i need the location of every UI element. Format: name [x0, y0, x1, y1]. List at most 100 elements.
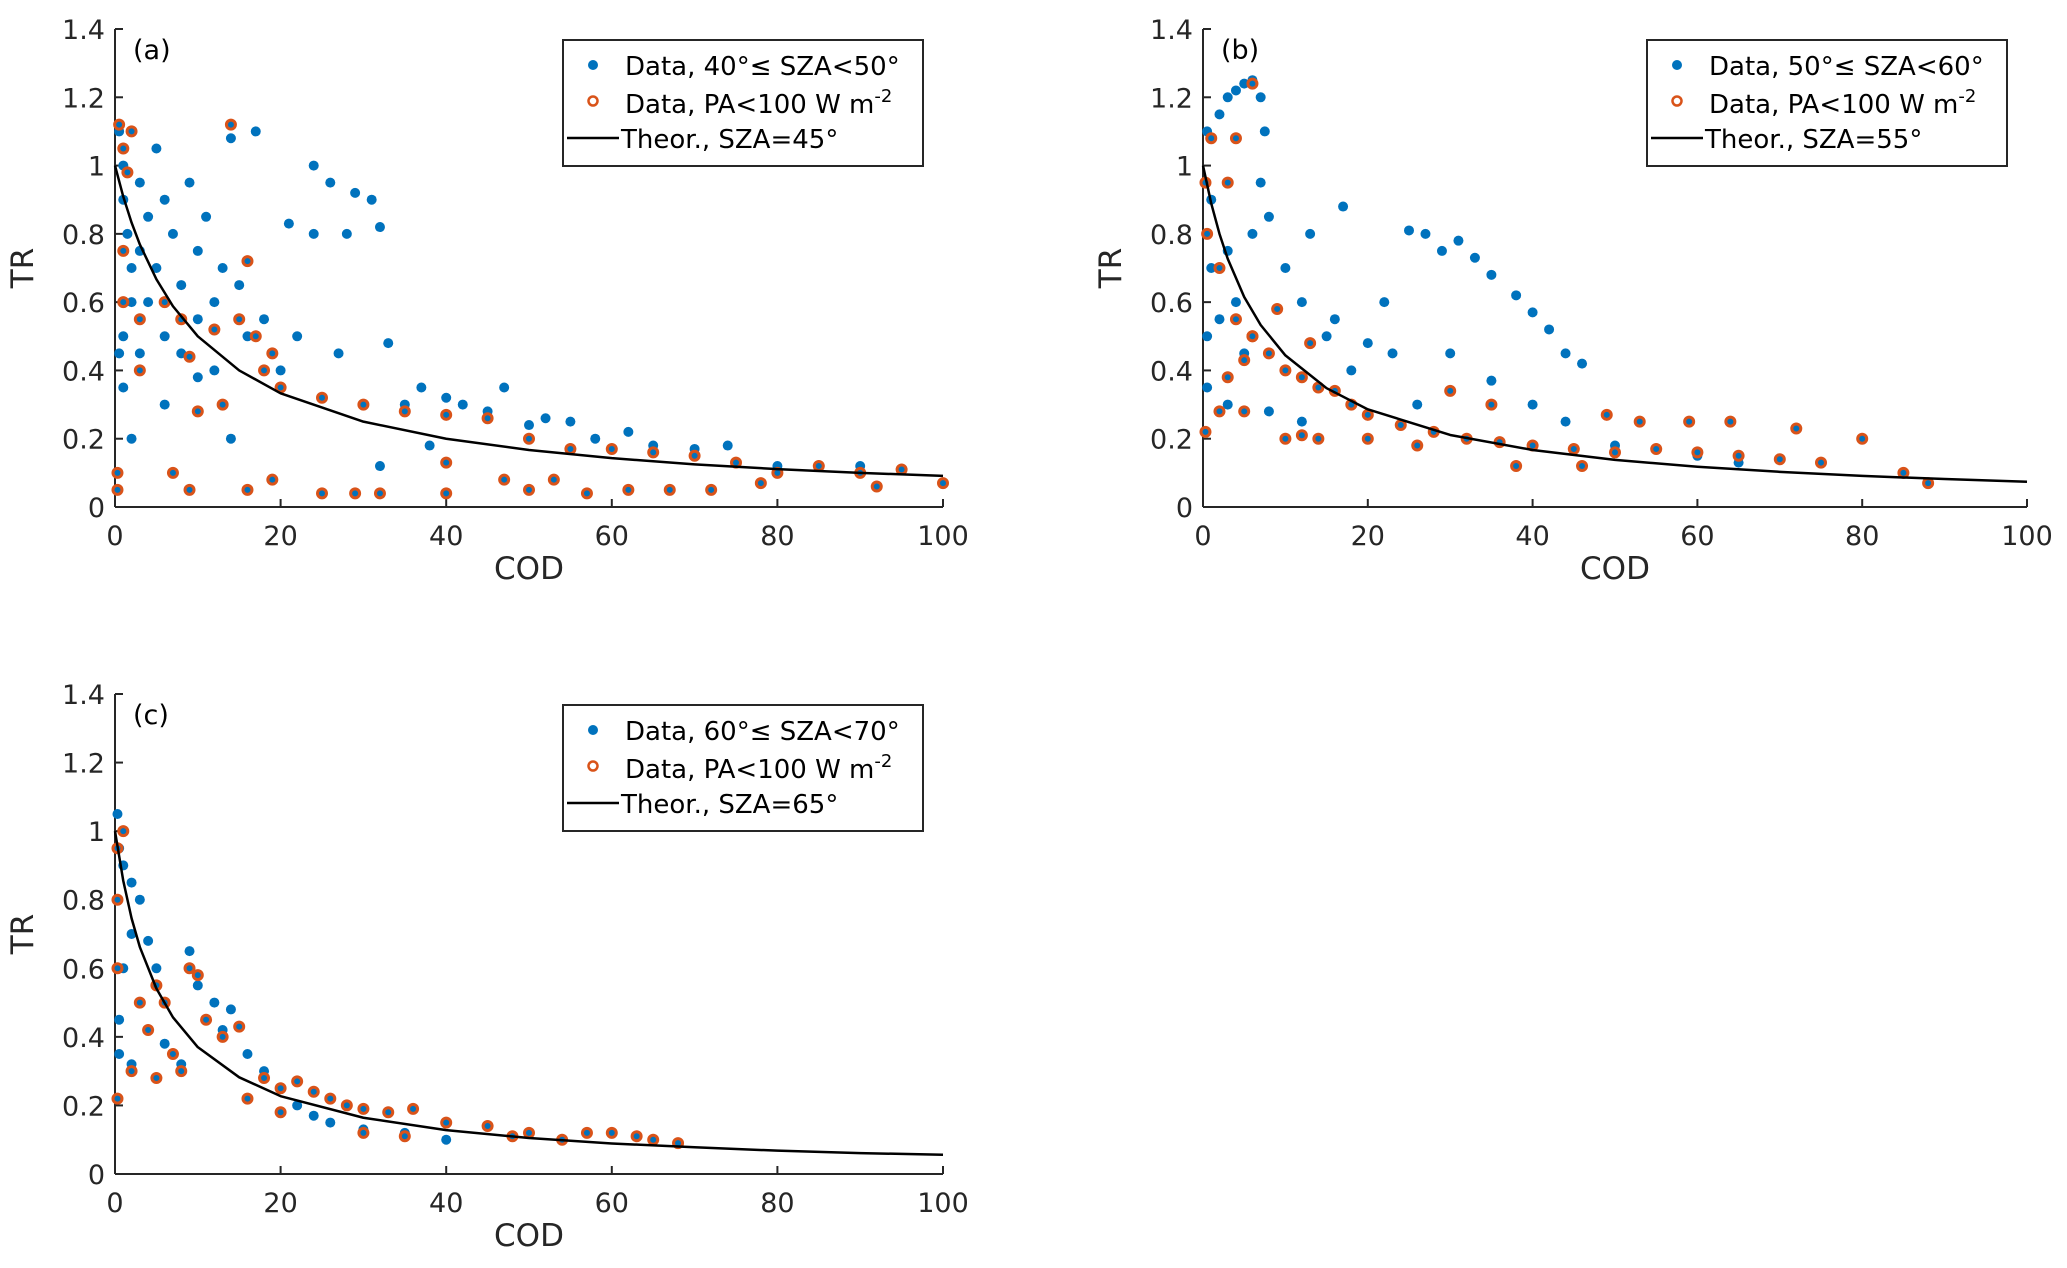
x-tick-label: 20	[263, 521, 297, 552]
data-point-low-pa	[133, 996, 146, 1009]
data-point-low-pa	[274, 1106, 287, 1119]
data-point-low-pa	[870, 480, 883, 493]
y-tick-label: 0.6	[62, 954, 105, 985]
data-point-sza	[1346, 365, 1357, 376]
data-point-low-pa	[440, 408, 453, 421]
y-tick-label: 0	[88, 493, 105, 524]
panel-b: 0 20 40 60 80 100 0 0.2 0.4 0.6 0.8 1 1.2 1.4 COD TR (b)…	[1093, 15, 2053, 587]
legend-entry: Theor., SZA=65°	[620, 790, 838, 820]
x-tick-label: 80	[760, 521, 794, 552]
data-point-sza	[118, 382, 129, 393]
y-tick-label: 0.6	[62, 288, 105, 319]
data-point-low-pa	[895, 463, 908, 476]
data-point-low-pa	[1229, 132, 1242, 145]
legend-entry: Data, 50°≤ SZA<60°	[1709, 52, 1984, 82]
data-point-sza	[441, 1134, 452, 1145]
data-point-low-pa	[382, 1106, 395, 1119]
data-point-low-pa	[1609, 446, 1621, 459]
data-point-low-pa	[605, 442, 618, 455]
data-point-sza	[114, 1049, 125, 1059]
data-point-low-pa	[150, 1072, 163, 1084]
data-point-low-pa	[266, 347, 279, 360]
data-point-low-pa	[349, 487, 362, 500]
data-point-sza	[217, 263, 228, 273]
legend-entry-label: Data, PA<100 W m	[1709, 90, 1958, 120]
data-point-low-pa	[1279, 432, 1292, 445]
data-point-sza	[623, 426, 634, 437]
data-point-sza	[275, 365, 286, 376]
data-point-low-pa	[1922, 477, 1935, 490]
data-point-sza	[1214, 109, 1225, 120]
data-point-sza	[424, 440, 435, 451]
data-point-sza	[1412, 399, 1423, 410]
data-point-sza	[308, 228, 319, 239]
y-tick-label: 1.4	[62, 15, 105, 46]
data-point-low-pa	[324, 1092, 337, 1105]
data-point-low-pa	[241, 483, 254, 496]
data-point-low-pa	[440, 456, 453, 469]
data-point-low-pa	[183, 350, 196, 363]
data-point-low-pa	[1897, 466, 1910, 479]
legend-entry-label: Theor., SZA=55°	[1704, 125, 1922, 155]
data-point-low-pa	[113, 118, 126, 131]
y-tick-label: 1.2	[62, 749, 105, 780]
data-point-sza	[1222, 399, 1233, 410]
data-point-low-pa	[249, 330, 262, 343]
data-point-sza	[1247, 228, 1258, 239]
data-point-sza	[1560, 348, 1571, 359]
data-point-sza	[159, 331, 170, 342]
data-point-sza	[283, 218, 294, 229]
data-point-low-pa	[1790, 422, 1803, 435]
data-point-sza	[122, 228, 133, 239]
y-tick-label: 1	[1176, 152, 1193, 183]
data-point-sza	[1259, 126, 1270, 137]
data-point-low-pa	[357, 1126, 370, 1139]
y-axis-label: TR	[5, 914, 41, 955]
data-point-low-pa	[307, 1085, 320, 1098]
data-point-low-pa	[1304, 337, 1317, 350]
x-tick-label: 60	[595, 521, 629, 552]
legend-entry: Data, PA<100 W m-2	[625, 751, 892, 785]
data-point-low-pa	[111, 1092, 124, 1105]
data-point-low-pa	[258, 364, 271, 377]
data-point-low-pa	[241, 1092, 254, 1105]
data-point-sza	[1230, 297, 1241, 308]
data-point-low-pa	[1295, 371, 1308, 384]
legend-entry: Theor., SZA=55°	[1704, 125, 1922, 155]
y-tick-label: 1.4	[1150, 15, 1193, 46]
data-point-low-pa	[111, 483, 124, 496]
data-point-low-pa	[191, 405, 204, 418]
data-point-low-pa	[1213, 405, 1226, 418]
data-point-low-pa	[1411, 439, 1424, 452]
data-point-low-pa	[1238, 354, 1251, 367]
data-point-low-pa	[117, 142, 130, 155]
data-point-low-pa	[580, 1126, 593, 1139]
data-point-sza	[234, 280, 245, 291]
data-point-low-pa	[398, 1130, 411, 1143]
x-tick-label: 100	[2001, 521, 2053, 552]
legend-entry-label: Data, PA<100 W m	[625, 90, 874, 120]
data-point-low-pa	[1205, 132, 1218, 145]
data-point-sza	[1387, 348, 1398, 359]
data-point-low-pa	[216, 398, 229, 411]
data-point-low-pa	[1221, 371, 1234, 384]
data-point-low-pa	[498, 473, 511, 486]
y-tick-label: 0.8	[62, 886, 105, 917]
data-point-sza	[308, 1110, 319, 1121]
data-point-low-pa	[407, 1102, 420, 1115]
data-point-sza	[1362, 338, 1373, 349]
data-point-low-pa	[564, 442, 577, 455]
data-point-low-pa	[111, 893, 124, 906]
data-point-sza	[292, 1100, 303, 1111]
legend-entry-label: Theor., SZA=65°	[620, 790, 838, 820]
data-point-low-pa	[142, 1024, 155, 1036]
plot-area	[111, 118, 949, 500]
y-tick-label: 1.2	[1150, 83, 1193, 114]
data-point-sza	[176, 280, 187, 291]
data-point-sza	[151, 963, 162, 974]
data-point-low-pa	[622, 483, 635, 496]
x-tick-label: 80	[1845, 521, 1879, 552]
legend-entry: Data, 40°≤ SZA<50°	[625, 52, 900, 82]
data-point-low-pa	[481, 412, 494, 425]
